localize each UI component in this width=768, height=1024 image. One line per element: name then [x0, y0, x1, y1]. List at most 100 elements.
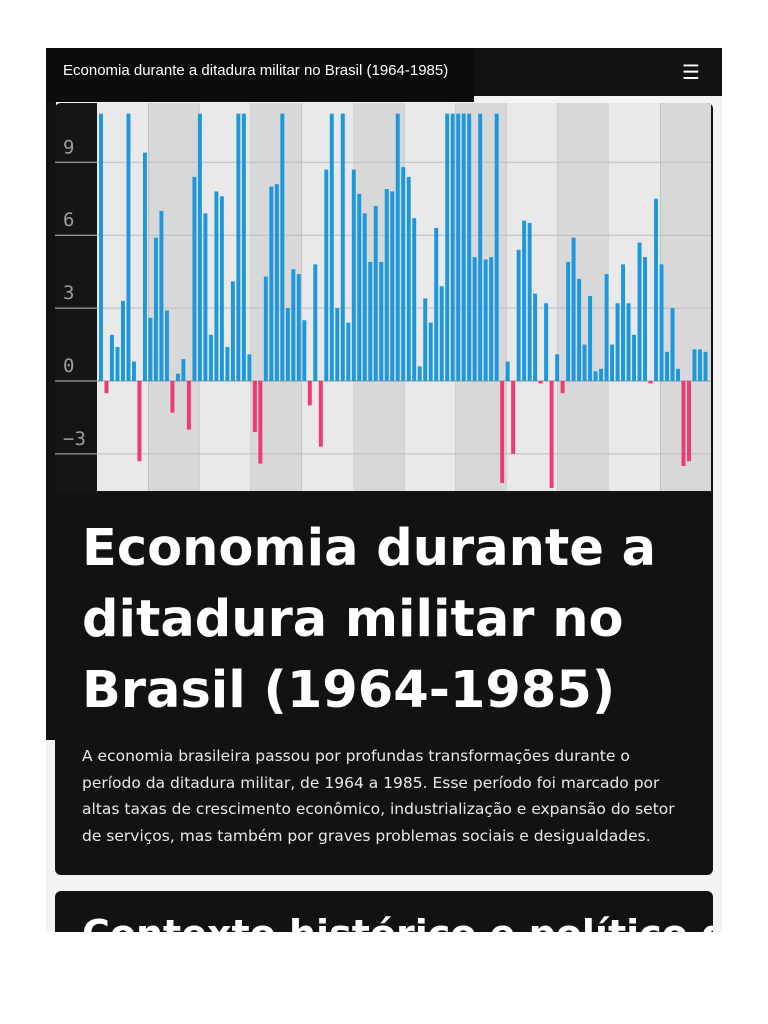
- bar-positive: [203, 213, 208, 381]
- bar-positive: [588, 295, 593, 381]
- bar-positive: [615, 303, 620, 381]
- bar-positive: [280, 113, 285, 381]
- bar-positive: [269, 186, 274, 381]
- bar-negative: [170, 381, 175, 413]
- chart-band: [353, 103, 405, 491]
- bar-positive: [99, 113, 103, 381]
- bar-positive: [357, 193, 362, 381]
- y-tick-label: −3: [63, 428, 86, 450]
- bar-positive: [379, 261, 384, 381]
- bar-positive: [285, 308, 290, 381]
- bar-negative: [104, 381, 109, 394]
- bar-positive: [593, 371, 598, 381]
- chart-band: [609, 103, 661, 491]
- bar-positive: [395, 113, 400, 381]
- bar-negative: [681, 381, 686, 467]
- bar-negative: [318, 381, 323, 447]
- bar-positive: [131, 361, 136, 381]
- bar-positive: [621, 264, 626, 381]
- bar-positive: [296, 274, 301, 381]
- bar-positive: [346, 322, 351, 381]
- bar-positive: [434, 227, 439, 381]
- bar-positive: [225, 346, 230, 381]
- bar-positive: [637, 242, 642, 381]
- bar-negative: [137, 381, 142, 462]
- bar-positive: [247, 354, 252, 381]
- bar-positive: [362, 213, 367, 381]
- bar-positive: [467, 113, 472, 381]
- bar-positive: [384, 189, 389, 381]
- bar-positive: [109, 334, 114, 381]
- bar-positive: [522, 220, 527, 381]
- bar-negative: [538, 381, 543, 384]
- bar-positive: [632, 334, 637, 381]
- bar-positive: [456, 113, 461, 381]
- bar-positive: [533, 293, 538, 381]
- bar-positive: [192, 176, 197, 381]
- y-tick-label: 6: [63, 209, 74, 231]
- bar-positive: [489, 257, 494, 381]
- bar-negative: [560, 381, 565, 394]
- bar-positive: [692, 349, 697, 381]
- y-tick-label: 3: [63, 282, 74, 304]
- bar-positive: [670, 308, 675, 381]
- bar-positive: [236, 113, 241, 381]
- bar-positive: [555, 354, 560, 381]
- bar-positive: [324, 169, 329, 381]
- bar-positive: [142, 152, 147, 381]
- bar-positive: [412, 218, 417, 381]
- bar-positive: [703, 351, 708, 381]
- bar-positive: [148, 317, 153, 381]
- hamburger-menu-icon[interactable]: ☰: [682, 60, 700, 84]
- bar-positive: [302, 320, 307, 381]
- bar-positive: [599, 368, 604, 381]
- bar-positive: [406, 176, 411, 381]
- document-title[interactable]: Economia durante a ditadura militar no B…: [46, 48, 474, 102]
- bar-positive: [450, 113, 455, 381]
- bar-positive: [516, 249, 521, 381]
- bar-positive: [313, 264, 318, 381]
- top-bar: Economia durante a ditadura militar no B…: [46, 48, 722, 102]
- bar-positive: [120, 300, 125, 381]
- bar-negative: [307, 381, 312, 406]
- bar-positive: [527, 223, 532, 381]
- bar-positive: [423, 298, 428, 381]
- bar-negative: [648, 381, 653, 384]
- bar-positive: [241, 113, 246, 381]
- bar-positive: [159, 210, 164, 381]
- bar-positive: [335, 308, 340, 381]
- bar-positive: [390, 191, 395, 381]
- chart-band: [557, 103, 609, 491]
- bar-positive: [676, 368, 680, 381]
- bar-positive: [175, 373, 180, 381]
- bar-positive: [417, 366, 422, 381]
- bar-negative: [186, 381, 191, 430]
- bar-positive: [659, 264, 664, 381]
- left-edge-strip: [46, 100, 56, 740]
- bar-positive: [665, 351, 669, 381]
- bar-positive: [643, 257, 648, 381]
- bar-positive: [263, 276, 268, 381]
- bar-positive: [571, 237, 576, 381]
- bar-positive: [401, 167, 406, 381]
- bar-positive: [181, 359, 186, 381]
- bar-positive: [698, 349, 702, 381]
- page-title: Economia durante a ditadura militar no B…: [82, 519, 657, 720]
- bar-negative: [500, 381, 505, 484]
- bar-positive: [439, 286, 444, 381]
- bar-negative: [511, 381, 516, 454]
- bar-positive: [291, 269, 296, 381]
- intro-paragraph: A economia brasileira passou por profund…: [82, 747, 675, 845]
- bar-positive: [164, 310, 169, 381]
- bar-positive: [274, 184, 279, 381]
- bar-positive: [461, 113, 466, 381]
- bar-positive: [208, 334, 213, 381]
- bar-positive: [544, 303, 549, 381]
- bar-positive: [373, 206, 378, 381]
- bar-negative: [687, 381, 691, 462]
- bar-positive: [472, 257, 477, 381]
- bar-positive: [604, 274, 609, 381]
- bar-positive: [654, 198, 659, 381]
- bar-positive: [351, 169, 356, 381]
- bar-positive: [214, 191, 219, 381]
